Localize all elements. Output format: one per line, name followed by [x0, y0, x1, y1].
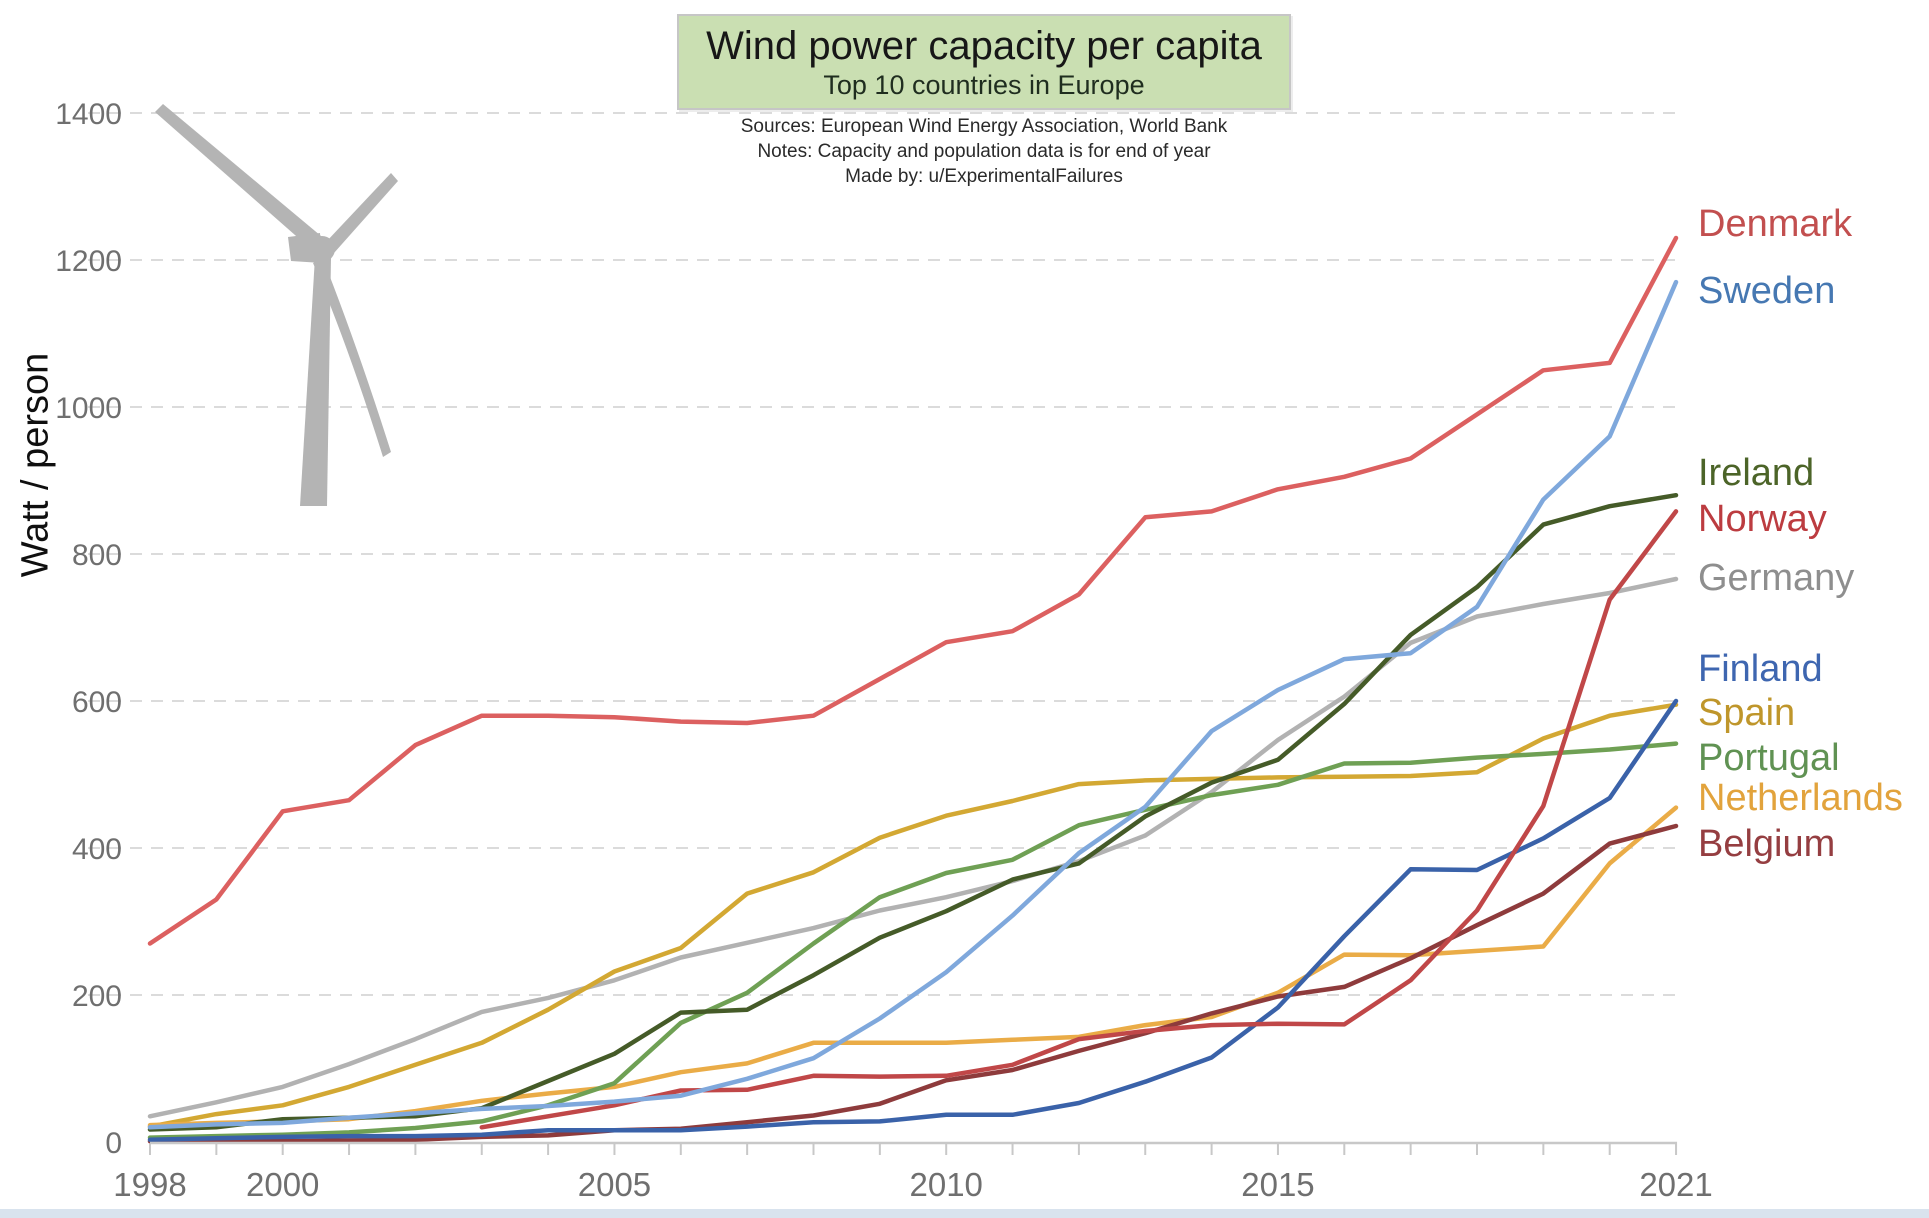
series-line-norway [479, 509, 1679, 1130]
legend-label-netherlands: Netherlands [1698, 777, 1903, 819]
y-tick-label-1000: 1000 [55, 392, 122, 425]
legend-label-ireland: Ireland [1698, 452, 1814, 494]
y-axis-title: Watt / person [14, 352, 57, 578]
x-tick-label-2010: 2010 [909, 1166, 982, 1203]
series-line-spain [147, 702, 1679, 1129]
data-note: Notes: Capacity and population data is f… [757, 141, 1211, 162]
chart-title: Wind power capacity per capita [706, 24, 1262, 68]
series-line-denmark [147, 235, 1679, 946]
x-tick-label-1998: 1998 [113, 1166, 186, 1203]
y-tick-label-200: 200 [72, 980, 122, 1013]
series-line-belgium [147, 823, 1679, 1144]
window-bottom-bar [0, 1209, 1929, 1218]
series-line-portugal [147, 741, 1679, 1140]
x-tick-label-2021: 2021 [1639, 1166, 1712, 1203]
y-tick-label-800: 800 [72, 539, 122, 572]
legend-label-belgium: Belgium [1698, 823, 1835, 865]
series-line-sweden [147, 279, 1679, 1130]
x-tick-label-2005: 2005 [578, 1166, 651, 1203]
y-tick-label-1400: 1400 [55, 98, 122, 131]
legend-label-sweden: Sweden [1698, 270, 1835, 312]
y-tick-label-0: 0 [105, 1127, 122, 1160]
legend-label-spain: Spain [1698, 692, 1795, 734]
legend-label-germany: Germany [1698, 557, 1854, 599]
y-tick-label-1200: 1200 [55, 245, 122, 278]
series-lines [147, 235, 1679, 1144]
legend-label-denmark: Denmark [1698, 203, 1853, 245]
legend-label-portugal: Portugal [1698, 737, 1840, 779]
legend-label-norway: Norway [1698, 498, 1827, 540]
wind-turbine-icon [155, 104, 398, 506]
y-tick-label-400: 400 [72, 833, 122, 866]
chart-notes-block: Sources: European Wind Energy Associatio… [589, 114, 1379, 189]
gridlines [88, 112, 1678, 996]
series-line-ireland [147, 492, 1679, 1132]
chart-subtitle: Top 10 countries in Europe [823, 70, 1145, 100]
series-line-finland [147, 698, 1679, 1143]
y-tick-label-600: 600 [72, 686, 122, 719]
legend-label-finland: Finland [1698, 648, 1823, 690]
x-tick-label-2000: 2000 [246, 1166, 319, 1203]
credit-note: Made by: u/ExperimentalFailures [845, 166, 1123, 187]
chart-title-box: Wind power capacity per capita Top 10 co… [677, 14, 1291, 110]
x-tick-label-2015: 2015 [1241, 1166, 1314, 1203]
series-line-germany [147, 576, 1679, 1119]
sources-note: Sources: European Wind Energy Associatio… [740, 116, 1228, 137]
axes: 1998 2000 2005 2010 2015 2021 0 200 400 600 800 100… [55, 98, 1713, 1203]
